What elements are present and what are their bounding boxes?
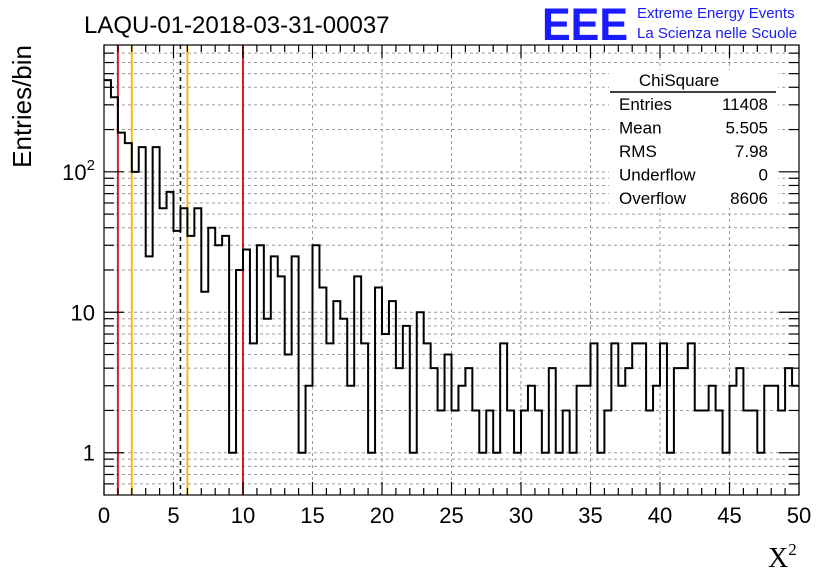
x-tick-label: 45 bbox=[717, 503, 741, 528]
x-tick-label: 30 bbox=[509, 503, 533, 528]
x-axis-label-exponent: 2 bbox=[788, 540, 797, 559]
stats-box-background bbox=[609, 70, 778, 208]
stats-title: ChiSquare bbox=[639, 71, 719, 90]
stats-row-value: 11408 bbox=[722, 95, 768, 114]
grid-lines bbox=[104, 45, 799, 495]
x-tick-label: 50 bbox=[787, 503, 811, 528]
y-tick-label: 10 bbox=[71, 300, 95, 325]
y-tick-label: 102 bbox=[62, 157, 95, 185]
chart-title: LAQU-01-2018-03-31-00037 bbox=[84, 12, 390, 39]
x-tick-labels: 0 5 10 15 20 25 30 35 40 45 50 bbox=[98, 503, 811, 528]
stats-row-label: Mean bbox=[619, 119, 662, 138]
stats-row-value: 5.505 bbox=[725, 119, 768, 138]
x-axis-label: X2 bbox=[768, 540, 797, 572]
stats-row-label: Overflow bbox=[619, 189, 687, 208]
x-tick-label: 5 bbox=[167, 503, 179, 528]
logo-line-2: La Scienza nelle Scuole bbox=[637, 25, 797, 42]
stats-row-value: 0 bbox=[759, 166, 768, 185]
logo-line-1: Extreme Energy Events bbox=[637, 5, 795, 22]
histogram-steps bbox=[104, 79, 799, 454]
stats-row-label: Entries bbox=[619, 95, 672, 114]
y-tick-label: 1 bbox=[83, 441, 95, 466]
x-tick-label: 10 bbox=[231, 503, 255, 528]
y-tick-label-base: 10 bbox=[62, 160, 86, 185]
stats-rows: Entries 11408 Mean 5.505 RMS 7.98 Underflow 0 Ov… bbox=[619, 95, 768, 208]
stats-row-label: Underflow bbox=[619, 166, 696, 185]
x-tick-label: 0 bbox=[98, 503, 110, 528]
stats-row-value: 7.98 bbox=[735, 142, 768, 161]
x-tick-label: 15 bbox=[300, 503, 324, 528]
x-tick-label: 25 bbox=[439, 503, 463, 528]
logo-mark: EEE bbox=[542, 0, 628, 50]
eee-logo: EEE Extreme Energy Events La Scienza nel… bbox=[542, 0, 797, 50]
axis-ticks bbox=[103, 45, 800, 495]
y-axis-label: Entries/bin bbox=[7, 45, 37, 168]
stats-row-label: RMS bbox=[619, 142, 657, 161]
y-tick-label-exponent: 2 bbox=[87, 157, 95, 174]
x-tick-label: 20 bbox=[370, 503, 394, 528]
x-tick-label: 40 bbox=[648, 503, 672, 528]
stats-row-value: 8606 bbox=[730, 189, 768, 208]
histogram-series bbox=[104, 79, 799, 454]
x-axis-label-base: X bbox=[768, 543, 788, 572]
stats-box: ChiSquare Entries 11408 Mean 5.505 RMS 7.98 Un… bbox=[609, 70, 778, 208]
x-tick-label: 35 bbox=[578, 503, 602, 528]
